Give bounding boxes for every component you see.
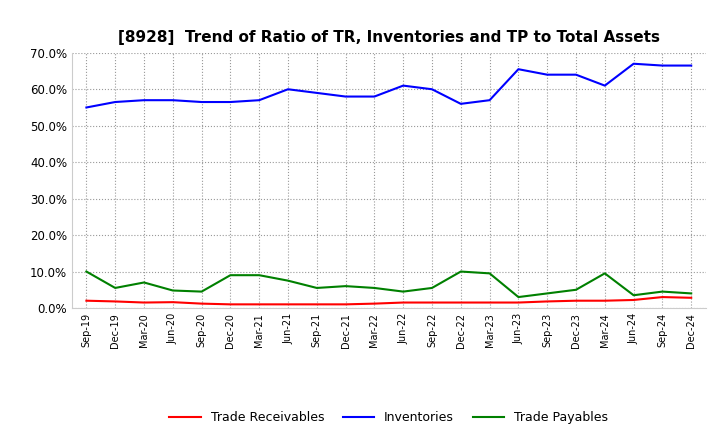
- Trade Payables: [168, 288, 177, 293]
- Trade Receivables: [658, 294, 667, 300]
- Inventories: [82, 105, 91, 110]
- Trade Payables: [572, 287, 580, 293]
- Inventories: [687, 63, 696, 68]
- Trade Receivables: [514, 300, 523, 305]
- Trade Receivables: [428, 300, 436, 305]
- Inventories: [226, 99, 235, 105]
- Trade Receivables: [140, 300, 148, 305]
- Inventories: [399, 83, 408, 88]
- Inventories: [572, 72, 580, 77]
- Trade Payables: [658, 289, 667, 294]
- Legend: Trade Receivables, Inventories, Trade Payables: Trade Receivables, Inventories, Trade Pa…: [164, 407, 613, 429]
- Inventories: [514, 66, 523, 72]
- Trade Receivables: [197, 301, 206, 306]
- Trade Payables: [428, 285, 436, 290]
- Trade Payables: [312, 285, 321, 290]
- Inventories: [428, 87, 436, 92]
- Trade Receivables: [284, 302, 292, 307]
- Line: Inventories: Inventories: [86, 64, 691, 107]
- Inventories: [197, 99, 206, 105]
- Trade Receivables: [82, 298, 91, 303]
- Inventories: [140, 98, 148, 103]
- Trade Payables: [456, 269, 465, 274]
- Trade Payables: [226, 272, 235, 278]
- Trade Receivables: [255, 302, 264, 307]
- Trade Receivables: [168, 300, 177, 305]
- Inventories: [600, 83, 609, 88]
- Trade Payables: [543, 291, 552, 296]
- Line: Trade Receivables: Trade Receivables: [86, 297, 691, 304]
- Inventories: [341, 94, 350, 99]
- Inventories: [370, 94, 379, 99]
- Trade Payables: [255, 272, 264, 278]
- Inventories: [485, 98, 494, 103]
- Inventories: [312, 90, 321, 95]
- Inventories: [629, 61, 638, 66]
- Trade Receivables: [456, 300, 465, 305]
- Trade Receivables: [312, 302, 321, 307]
- Trade Receivables: [572, 298, 580, 303]
- Trade Receivables: [399, 300, 408, 305]
- Trade Receivables: [600, 298, 609, 303]
- Inventories: [111, 99, 120, 105]
- Trade Payables: [399, 289, 408, 294]
- Trade Receivables: [543, 299, 552, 304]
- Trade Receivables: [370, 301, 379, 306]
- Trade Payables: [111, 285, 120, 290]
- Title: [8928]  Trend of Ratio of TR, Inventories and TP to Total Assets: [8928] Trend of Ratio of TR, Inventories…: [118, 29, 660, 45]
- Trade Payables: [370, 285, 379, 290]
- Trade Payables: [600, 271, 609, 276]
- Trade Payables: [284, 278, 292, 283]
- Trade Receivables: [111, 299, 120, 304]
- Trade Receivables: [687, 295, 696, 301]
- Trade Payables: [514, 294, 523, 300]
- Trade Receivables: [226, 302, 235, 307]
- Inventories: [456, 101, 465, 106]
- Trade Payables: [629, 293, 638, 298]
- Inventories: [255, 98, 264, 103]
- Inventories: [168, 98, 177, 103]
- Trade Receivables: [341, 302, 350, 307]
- Trade Receivables: [629, 297, 638, 303]
- Trade Receivables: [485, 300, 494, 305]
- Inventories: [284, 87, 292, 92]
- Inventories: [543, 72, 552, 77]
- Line: Trade Payables: Trade Payables: [86, 271, 691, 297]
- Trade Payables: [687, 291, 696, 296]
- Trade Payables: [485, 271, 494, 276]
- Trade Payables: [140, 280, 148, 285]
- Inventories: [658, 63, 667, 68]
- Trade Payables: [197, 289, 206, 294]
- Trade Payables: [82, 269, 91, 274]
- Trade Payables: [341, 283, 350, 289]
